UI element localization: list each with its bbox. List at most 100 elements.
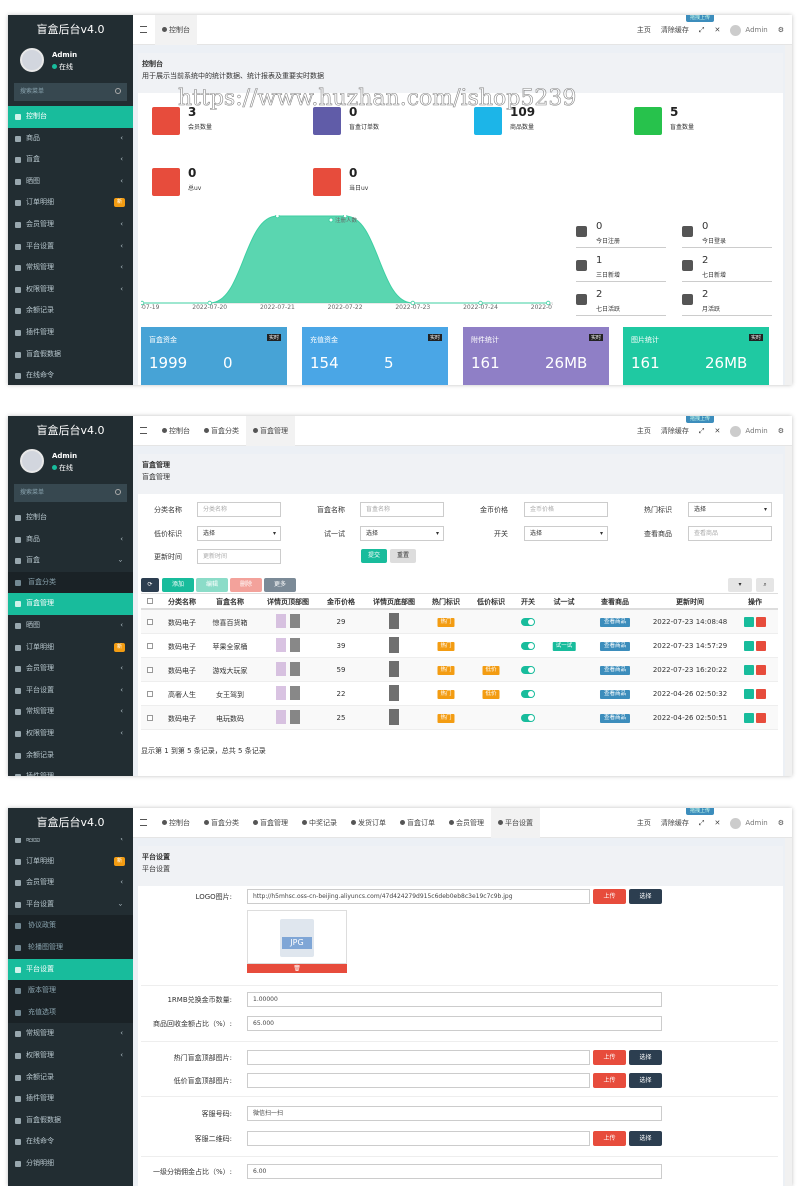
reset-button[interactable]: 重置 [390, 549, 416, 563]
menu-item[interactable]: 商品 ‹ [8, 128, 133, 150]
edit-button[interactable] [744, 641, 754, 651]
view-button[interactable]: 查看商品 [599, 618, 631, 627]
hamburger[interactable] [140, 26, 147, 33]
toolbar-item[interactable]: 主页 [636, 819, 651, 827]
menu-item[interactable]: 常规管理 ‹ [8, 701, 133, 723]
menu-item[interactable]: 插件管理 [8, 322, 133, 344]
filter-input[interactable]: 盲盒名称 [360, 502, 444, 517]
settings-icon[interactable]: ⚙ [777, 26, 784, 34]
tab[interactable]: 控制台 [155, 15, 197, 45]
field-input[interactable]: 1.00000 [247, 992, 662, 1007]
menu-item[interactable]: 晒图 ‹ [8, 829, 133, 851]
menu-item[interactable]: 盲盒 ‹ [8, 550, 133, 572]
filter-input[interactable]: 查看商品 [688, 525, 772, 541]
menu-item[interactable]: 余额记录 [8, 1067, 133, 1089]
toolbar-item[interactable]: Admin [745, 819, 768, 827]
switch[interactable] [521, 714, 535, 722]
menu-item[interactable]: 平台设置 ‹ [8, 236, 133, 258]
menu-item[interactable]: 盲盒 ‹ [8, 149, 133, 171]
field-input[interactable]: http://h5mhsc.oss-cn-beijing.aliyuncs.co… [247, 889, 590, 904]
filter-input[interactable]: 金币价格 [524, 502, 608, 517]
action-button[interactable]: 添加 [162, 578, 194, 592]
choose-button[interactable]: 选择 [629, 889, 662, 904]
filter-input[interactable]: 更新时间 [197, 549, 281, 564]
menu-item[interactable]: 盲盒管理 [8, 593, 133, 615]
menu-item[interactable]: 在线命令 [8, 365, 133, 385]
switch[interactable] [521, 642, 535, 650]
menu-item[interactable]: 在线命令 [8, 1131, 133, 1153]
tab[interactable]: 盲盒管理 [246, 808, 295, 838]
filter-input[interactable]: 选择 ▾ [688, 502, 772, 517]
submit-button[interactable]: 提交 [361, 549, 387, 563]
search-button[interactable]: ⌕ [756, 578, 774, 592]
menu-item[interactable]: 会员管理 ‹ [8, 658, 133, 680]
menu-item[interactable]: 分销明细 [8, 1153, 133, 1175]
checkbox[interactable] [147, 643, 153, 649]
toolbar-item[interactable]: 清除缓存 [660, 26, 689, 34]
choose-button[interactable]: 选择 [629, 1073, 662, 1088]
toolbar-item[interactable]: Admin [745, 427, 768, 435]
filter-input[interactable]: 选择 ▾ [360, 525, 444, 541]
icon-button[interactable]: ✕ [714, 427, 721, 435]
filter-input[interactable]: 选择 ▾ [197, 525, 281, 541]
toolbar-item[interactable]: 主页 [636, 427, 651, 435]
icon-button[interactable]: ⤢ [698, 819, 705, 827]
field-input[interactable]: 微信扫一扫 [247, 1106, 662, 1121]
menu-item[interactable]: 版本管理 [8, 980, 133, 1002]
menu-item[interactable]: 轮播图管理 [8, 937, 133, 959]
icon-button[interactable]: ✕ [714, 819, 721, 827]
menu-item[interactable]: 权限管理 ‹ [8, 1045, 133, 1067]
filter-input[interactable]: 分类名称 [197, 502, 281, 517]
tab[interactable]: 盲盒管理 [246, 416, 295, 446]
edit-button[interactable] [744, 665, 754, 675]
view-button[interactable]: 查看商品 [599, 642, 631, 651]
menu-item[interactable]: 余额记录 [8, 745, 133, 767]
menu-item[interactable]: 控制台 [8, 507, 133, 529]
tab[interactable]: 控制台 [155, 416, 197, 446]
checkbox[interactable] [147, 619, 153, 625]
delete-button[interactable] [756, 665, 766, 675]
menu-item[interactable]: 会员管理 ‹ [8, 872, 133, 894]
upload-button[interactable]: 上传 [593, 1131, 626, 1146]
toolbar-item[interactable]: 清除缓存 [660, 819, 689, 827]
menu-item[interactable]: 插件管理 [8, 766, 133, 776]
menu-item[interactable]: 会员管理 ‹ [8, 214, 133, 236]
toolbar-item[interactable]: 主页 [636, 26, 651, 34]
menu-item[interactable]: 商品 ‹ [8, 529, 133, 551]
switch[interactable] [521, 690, 535, 698]
menu-item[interactable]: 订单明细 新 [8, 637, 133, 659]
menu-item[interactable]: 余额记录 [8, 300, 133, 322]
view-button[interactable]: 查看商品 [599, 690, 631, 699]
tab[interactable]: 发货订单 [344, 808, 393, 838]
filter-input[interactable]: 选择 ▾ [524, 525, 608, 541]
menu-item[interactable]: 晒图 ‹ [8, 615, 133, 637]
action-button[interactable]: 编辑 [196, 578, 228, 592]
menu-item[interactable]: 插件管理 [8, 1088, 133, 1110]
upload-button[interactable]: 上传 [593, 1073, 626, 1088]
edit-button[interactable] [744, 689, 754, 699]
tab[interactable]: 盲盒分类 [197, 808, 246, 838]
switch[interactable] [521, 666, 535, 674]
checkbox[interactable] [147, 667, 153, 673]
field-input[interactable]: 6.00 [247, 1164, 662, 1179]
menu-item[interactable]: 权限管理 ‹ [8, 723, 133, 745]
tab[interactable]: 盲盒订单 [393, 808, 442, 838]
tab[interactable]: 平台设置 [491, 808, 540, 838]
menu-item[interactable]: 控制台 [8, 106, 133, 128]
delete-button[interactable] [756, 713, 766, 723]
menu-item[interactable]: 权限管理 ‹ [8, 279, 133, 301]
view-button[interactable]: 查看商品 [599, 666, 631, 675]
action-button[interactable]: 更多 [264, 578, 296, 592]
toolbar-item[interactable]: Admin [745, 26, 768, 34]
edit-button[interactable] [744, 617, 754, 627]
choose-button[interactable]: 选择 [629, 1050, 662, 1065]
refresh-button[interactable]: ⟳ [141, 578, 159, 592]
switch[interactable] [521, 618, 535, 626]
icon-button[interactable]: ⤢ [698, 26, 705, 34]
menu-item[interactable]: 充值选项 [8, 1001, 133, 1024]
menu-item[interactable]: 平台设置 ‹ [8, 894, 133, 916]
menu-item[interactable]: 订单明细 新 [8, 851, 133, 873]
upload-button[interactable]: 上传 [593, 889, 626, 904]
hamburger[interactable] [140, 427, 147, 434]
checkbox[interactable] [147, 715, 153, 721]
